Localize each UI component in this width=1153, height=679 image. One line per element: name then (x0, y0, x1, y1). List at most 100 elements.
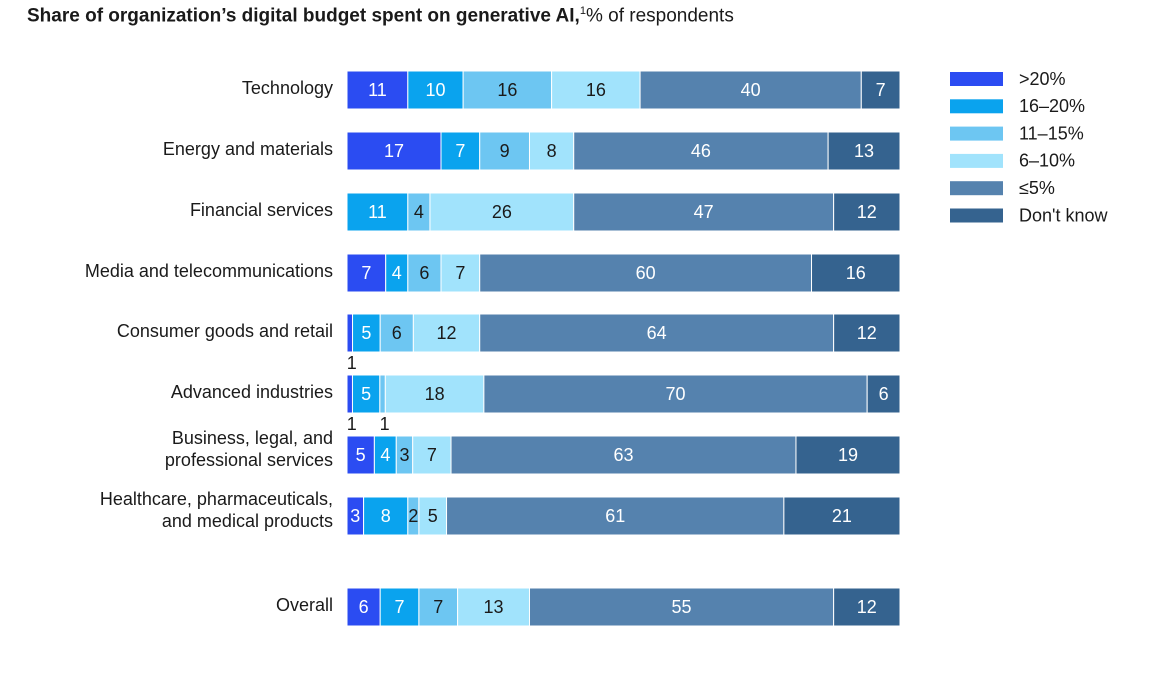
category-label: Advanced industries (171, 382, 333, 402)
legend-label: 6–10% (1019, 151, 1075, 171)
category-label-line: professional services (165, 450, 333, 470)
data-label: 9 (500, 141, 510, 161)
legend-swatch (950, 208, 1003, 223)
data-label: 16 (846, 263, 866, 283)
data-label: 1 (380, 414, 390, 434)
legend-swatch (950, 181, 1003, 196)
bar-segment (351, 374, 381, 414)
title-footnote: 1 (579, 5, 586, 17)
data-label: 7 (455, 141, 465, 161)
data-label: 60 (636, 263, 656, 283)
bar-segment (827, 131, 901, 171)
category-label-line: Business, legal, and (172, 428, 333, 448)
bar-segment (573, 192, 835, 232)
data-label: 4 (392, 263, 402, 283)
legend-swatch (950, 153, 1003, 168)
data-label: 16 (497, 80, 517, 100)
category-label-line: Healthcare, pharmaceuticals, (100, 489, 333, 509)
category-label: Technology (242, 78, 333, 98)
data-label: 6 (392, 323, 402, 343)
data-label: 64 (647, 323, 667, 343)
data-label: 4 (380, 445, 390, 465)
data-label: 1 (347, 414, 357, 434)
title-main: Share of organization’s digital budget s… (27, 5, 580, 27)
bar-segment (429, 192, 575, 232)
bar-segment (407, 253, 442, 293)
data-label: 55 (672, 597, 692, 617)
data-label: 5 (361, 384, 371, 404)
category-label: Energy and materials (163, 139, 333, 159)
data-label: 12 (857, 323, 877, 343)
data-label: 7 (361, 263, 371, 283)
data-label: 6 (359, 597, 369, 617)
data-label: 1 (347, 353, 357, 373)
title-subtitle: % of respondents (585, 5, 734, 27)
data-label: 6 (879, 384, 889, 404)
data-label: 8 (547, 141, 557, 161)
bar-segment (462, 70, 553, 110)
data-label: 16 (586, 80, 606, 100)
data-label: 46 (691, 141, 711, 161)
bar-segment (407, 70, 464, 110)
data-label: 4 (414, 202, 424, 222)
data-label: 19 (838, 445, 858, 465)
data-label: 5 (356, 445, 366, 465)
bar-segment (795, 435, 901, 475)
data-label: 17 (384, 141, 404, 161)
bar-segment (346, 131, 442, 171)
bar-segment (833, 192, 901, 232)
data-label: 21 (832, 506, 852, 526)
data-label: 3 (399, 445, 409, 465)
category-label: Consumer goods and retail (117, 321, 333, 341)
data-label: 11 (368, 80, 387, 100)
category-label: Overall (276, 595, 333, 615)
legend-label: 11–15% (1019, 123, 1084, 143)
bar-segment (833, 313, 901, 353)
bar-segment (479, 313, 835, 353)
data-label: 5 (361, 323, 371, 343)
bar-segment (450, 435, 797, 475)
data-label: 7 (876, 80, 886, 100)
category-label-line: and medical products (162, 511, 333, 531)
data-label: 6 (419, 263, 429, 283)
data-label: 40 (741, 80, 761, 100)
category-label: Media and telecommunications (85, 261, 333, 281)
chart-title: Share of organization’s digital budget s… (27, 5, 734, 27)
data-label: 10 (425, 80, 445, 100)
data-label: 13 (854, 141, 874, 161)
data-label: 7 (427, 445, 437, 465)
data-label: 47 (694, 202, 714, 222)
bar-segment (440, 253, 481, 293)
data-label: 2 (408, 506, 418, 526)
data-label: 13 (484, 597, 504, 617)
category-label: Financial services (190, 200, 333, 220)
bar-segment (379, 374, 386, 414)
bar-segment (412, 313, 481, 353)
bar-segment (346, 70, 409, 110)
data-label: 7 (433, 597, 443, 617)
bar-segment (457, 587, 530, 627)
bar-segment (379, 587, 420, 627)
bar-segment (866, 374, 901, 414)
data-label: 8 (381, 506, 391, 526)
data-label: 70 (665, 384, 685, 404)
bar-segment (418, 587, 459, 627)
category-label: Healthcare, pharmaceuticals, and medical … (100, 489, 333, 531)
bar-segment (363, 496, 409, 536)
data-label: 5 (428, 506, 438, 526)
bar-segment (346, 192, 409, 232)
bar-segment (860, 70, 901, 110)
data-label: 7 (455, 263, 465, 283)
bar-segment (811, 253, 901, 293)
legend-swatch (950, 72, 1003, 86)
data-label: 12 (857, 202, 877, 222)
data-label: 12 (857, 597, 877, 617)
bar-segment (346, 313, 354, 353)
data-label: 12 (437, 323, 457, 343)
data-label: 3 (350, 506, 360, 526)
bar-segment (446, 496, 785, 536)
bar-segment (352, 313, 381, 353)
data-label: 63 (613, 445, 633, 465)
data-label: 7 (395, 597, 405, 617)
legend-label: >20% (1019, 69, 1066, 89)
